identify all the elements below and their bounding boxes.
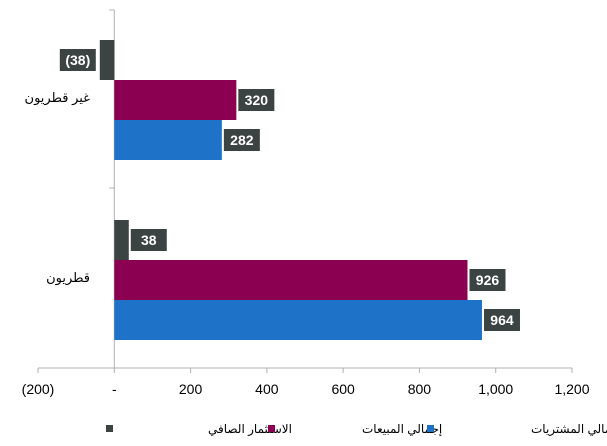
x-tick-label: 800 (408, 381, 432, 397)
x-tick-label: 400 (255, 381, 279, 397)
legend-swatch-0 (106, 425, 113, 432)
legend-label-2: إجمالي المشتريات (531, 422, 607, 437)
category-label: قطريون (46, 270, 90, 286)
data-label-bg (130, 229, 167, 251)
bar-0-1 (114, 220, 129, 260)
legend-swatch-1 (268, 425, 275, 432)
x-tick-label: 1,000 (478, 381, 513, 397)
data-label: 320 (245, 92, 269, 108)
data-label-bg (469, 269, 506, 291)
data-label: (38) (65, 52, 90, 68)
bar-0-0 (99, 40, 115, 80)
x-tick-label: 200 (179, 381, 203, 397)
bar-2-1 (114, 300, 482, 340)
data-label: 282 (230, 132, 254, 148)
category-label: غير قطريون (25, 90, 91, 106)
data-label-bg (59, 49, 96, 71)
data-label-bg (483, 309, 520, 331)
legend-swatch-2 (427, 425, 434, 432)
bar-1-1 (114, 260, 468, 300)
data-label: 38 (141, 232, 157, 248)
legend-label-0: الاستثمار الصافي (208, 422, 292, 437)
x-tick-label: 600 (331, 381, 355, 397)
x-tick-label: - (112, 381, 117, 397)
data-label-bg (223, 129, 260, 151)
x-tick-label: (200) (22, 381, 55, 397)
legend-label-1: إجمالي المبيعات (362, 422, 442, 436)
data-label: 964 (490, 312, 514, 328)
bar-1-0 (114, 80, 237, 120)
data-label: 926 (476, 272, 500, 288)
bar-2-0 (114, 120, 222, 160)
x-tick-label: 1,200 (554, 381, 589, 397)
data-label-bg (238, 89, 275, 111)
